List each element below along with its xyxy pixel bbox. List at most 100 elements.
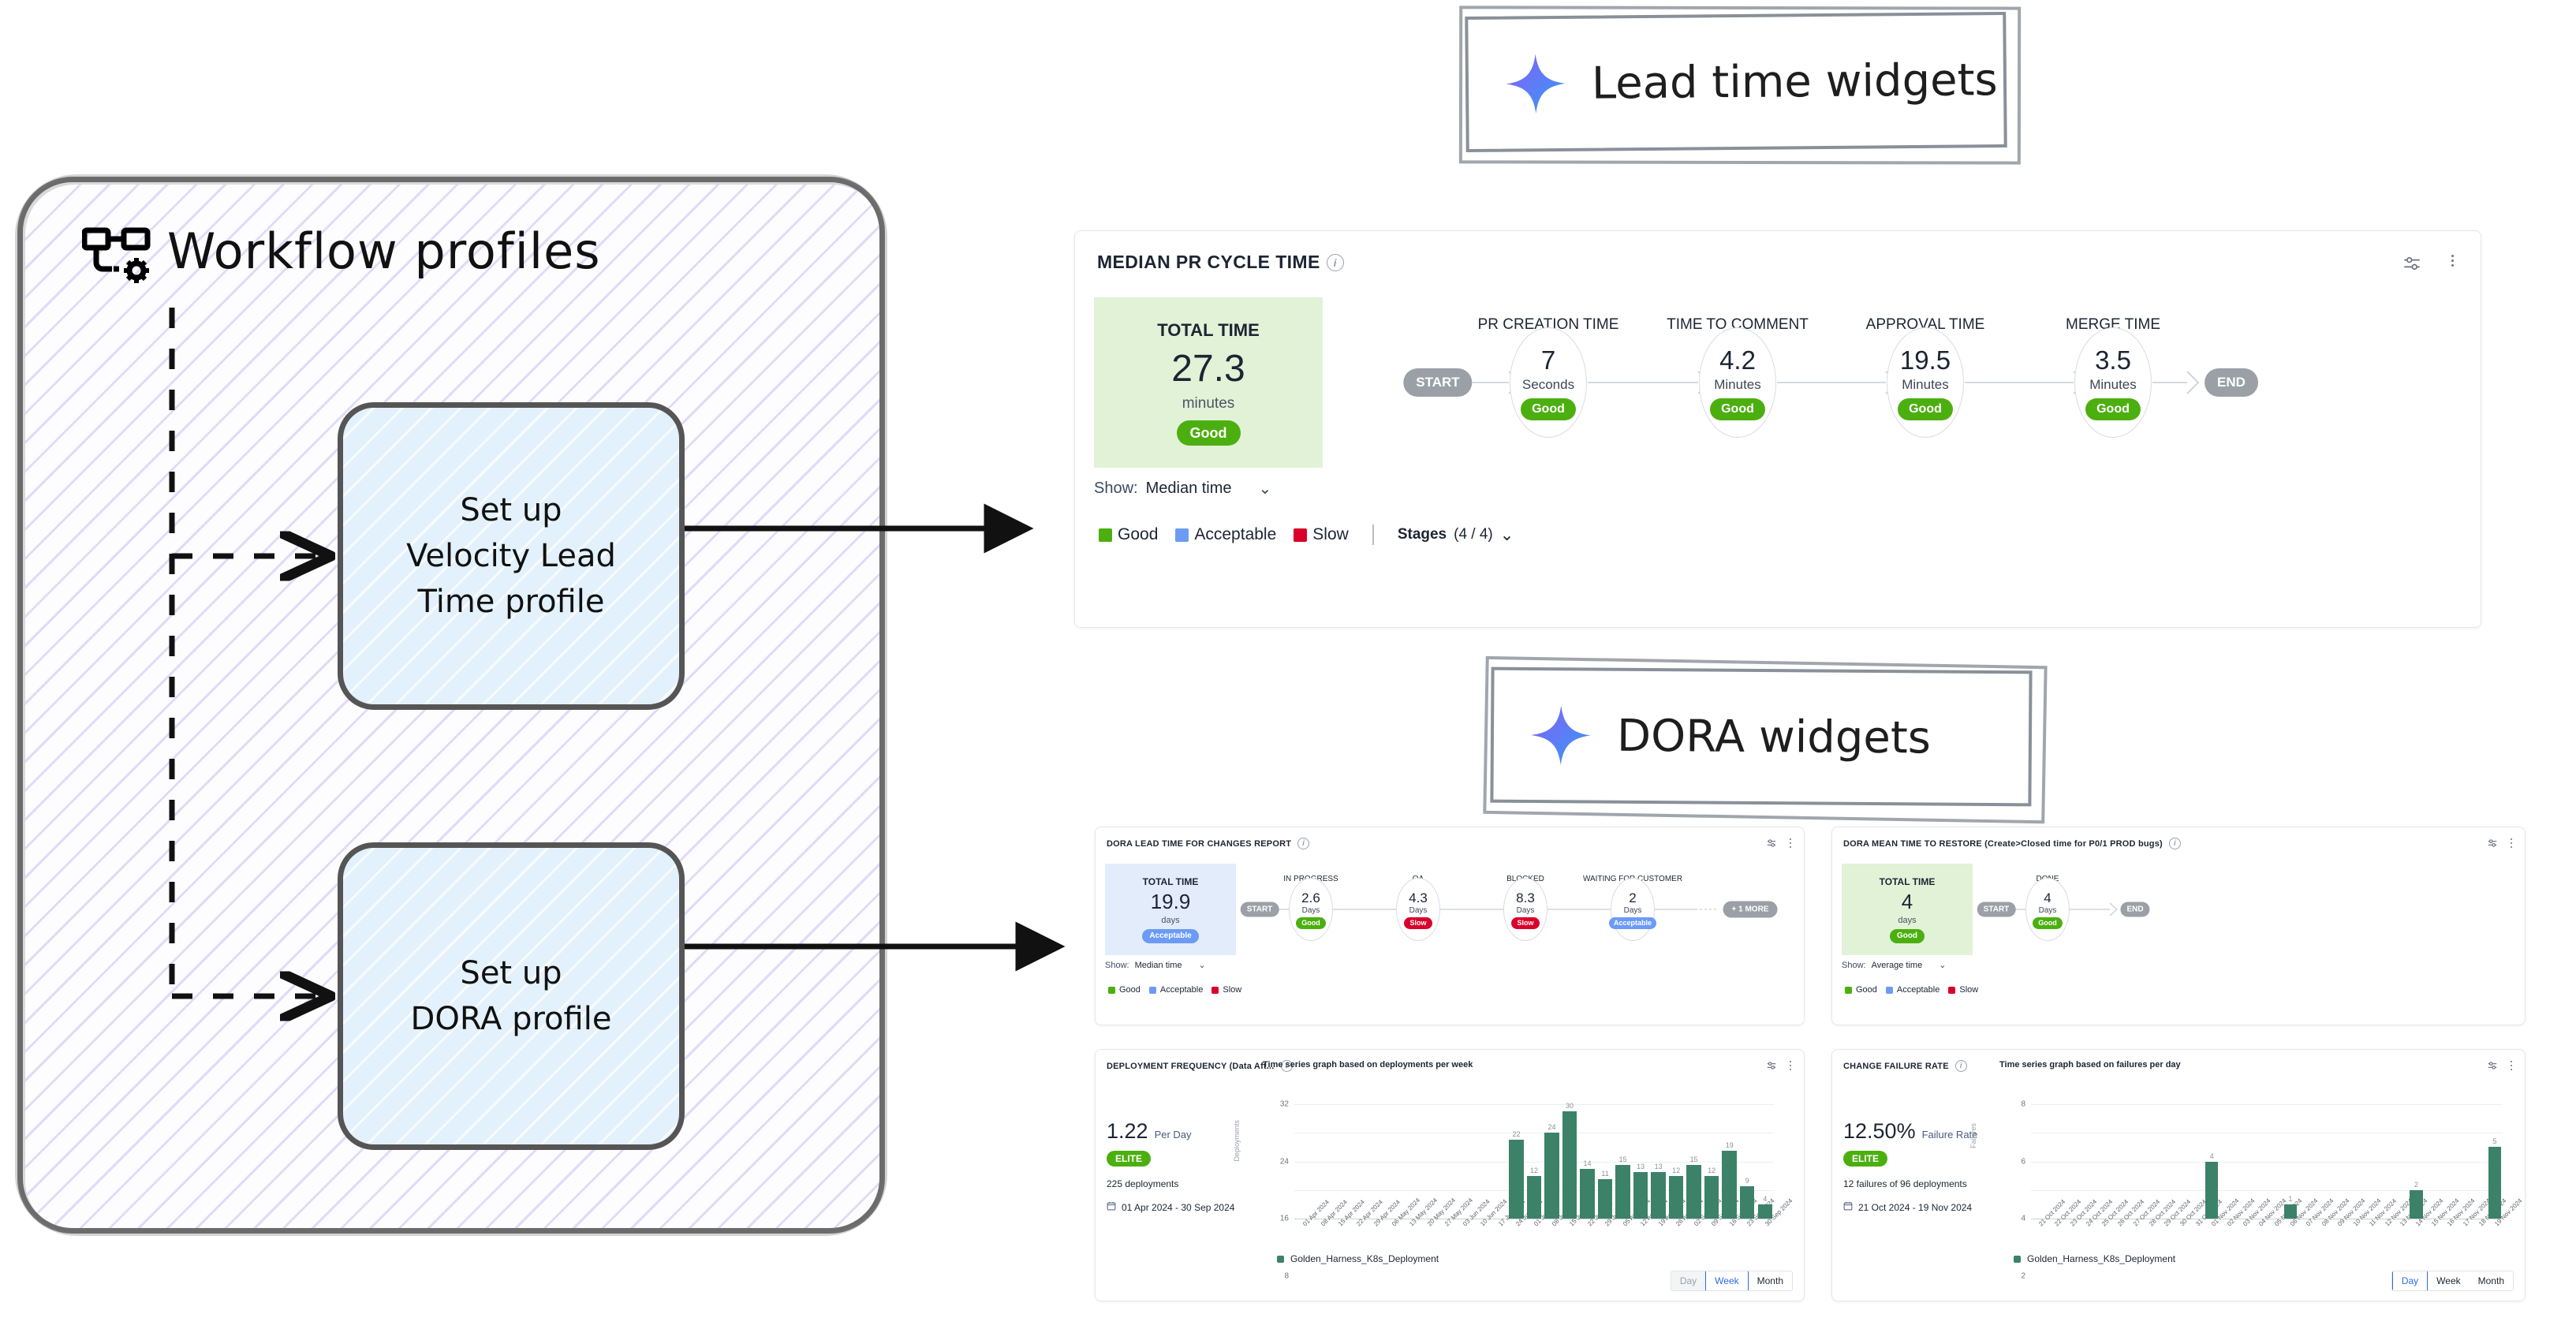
grid-line: 4 xyxy=(2021,1161,2503,1223)
bar[interactable] xyxy=(2283,1204,2298,1219)
kebab-menu-icon[interactable] xyxy=(2451,255,2454,267)
status-badge: Good xyxy=(1176,420,1241,446)
stage-node[interactable]: 4.2 Minutes Good xyxy=(1699,327,1776,438)
node-label: Set up Velocity Lead Time profile xyxy=(406,492,616,620)
sliders-icon[interactable] xyxy=(2402,253,2422,278)
y-axis-label: Failures xyxy=(1969,1123,1977,1149)
bar[interactable] xyxy=(1739,1186,1755,1219)
stage-status-badge: Good xyxy=(1296,916,1326,929)
bar[interactable] xyxy=(1668,1175,1684,1219)
range-option-day[interactable]: Day xyxy=(2391,1271,2429,1290)
sliders-icon[interactable] xyxy=(2487,838,2498,853)
end-badge: END xyxy=(2205,368,2258,397)
widget-subtitle: Time series graph based on failures per … xyxy=(1999,1060,2181,1070)
bar[interactable] xyxy=(2488,1147,2502,1219)
stages-toggle-label: Stages xyxy=(1397,526,1447,543)
date-range-text: 21 Oct 2024 - 19 Nov 2024 xyxy=(1858,1201,1973,1213)
stage-node[interactable]: 3.5 Minutes Good xyxy=(2074,327,2152,438)
total-time-label: TOTAL TIME xyxy=(1157,319,1260,340)
stage-node[interactable]: 7 Seconds Good xyxy=(1510,327,1587,438)
bar[interactable] xyxy=(1633,1172,1648,1219)
more-badge[interactable]: + 1 MORE xyxy=(1723,901,1778,918)
stage-node[interactable]: 8.3 Days Slow xyxy=(1503,878,1547,941)
bar[interactable] xyxy=(1722,1150,1737,1219)
show-dropdown[interactable]: Show: Median time ⌄ xyxy=(1094,479,1271,498)
info-icon[interactable]: i xyxy=(1954,1060,1967,1072)
stage-value: 4.2 xyxy=(1719,345,1756,375)
total-time-unit: minutes xyxy=(1182,394,1235,412)
bar-value-label: 14 xyxy=(1583,1159,1592,1167)
bar[interactable] xyxy=(2410,1189,2423,1219)
dlt-flow-rail xyxy=(1275,902,1719,916)
status-badge: Good xyxy=(1889,928,1925,943)
page-title: Workflow profiles xyxy=(167,222,601,280)
bar[interactable] xyxy=(1562,1111,1577,1219)
info-icon[interactable]: i xyxy=(2168,838,2181,849)
show-value: Median time xyxy=(1134,960,1182,970)
y-axis-tick: 6 xyxy=(2021,1157,2025,1166)
range-option-week[interactable]: Week xyxy=(1705,1271,1749,1290)
show-dropdown[interactable]: Show: Median time ⌄ xyxy=(1105,960,1206,971)
bar[interactable] xyxy=(1757,1204,1772,1219)
legend-item-slow: Slow xyxy=(1211,985,1241,995)
widget-subtitle: Time series graph based on deployments p… xyxy=(1263,1060,1473,1070)
node-setup-dora-profile[interactable]: Set up DORA profile xyxy=(338,842,685,1150)
kebab-menu-icon[interactable] xyxy=(2511,838,2512,848)
sliders-icon[interactable] xyxy=(1766,838,1777,853)
y-axis-tick: 8 xyxy=(2021,1099,2025,1109)
range-option-week[interactable]: Week xyxy=(2428,1271,2470,1290)
bar-value-label: 12 xyxy=(1529,1166,1539,1174)
stages-toggle[interactable]: Stages (4 / 4) ⌄ xyxy=(1398,525,1514,545)
info-icon[interactable]: i xyxy=(1297,838,1310,849)
total-time-value: 4 xyxy=(1901,889,1913,913)
stage-node[interactable]: 4.3 Days Slow xyxy=(1396,878,1440,941)
stage-node[interactable]: 2.6 Days Good xyxy=(1289,878,1333,941)
show-dropdown[interactable]: Show: Average time ⌄ xyxy=(1842,960,1947,971)
kebab-menu-icon[interactable] xyxy=(2511,1061,2512,1070)
stage-unit: Days xyxy=(1409,905,1428,915)
legend-label: Acceptable xyxy=(1194,525,1277,543)
bar[interactable] xyxy=(1580,1168,1595,1219)
chevron-down-icon: ⌄ xyxy=(1939,961,1947,970)
info-icon[interactable]: i xyxy=(1326,253,1344,271)
legend-swatch xyxy=(1948,986,1956,994)
bar[interactable] xyxy=(2205,1161,2219,1219)
range-toggle[interactable]: Day Week Month xyxy=(2391,1271,2514,1291)
legend-label: Slow xyxy=(1959,985,1979,995)
bar-value-label: 22 xyxy=(1512,1130,1521,1139)
sliders-icon[interactable] xyxy=(1766,1060,1777,1075)
banner-lead-time-widgets: Lead time widgets xyxy=(1465,12,2007,152)
legend-swatch xyxy=(1148,986,1156,994)
sliders-icon[interactable] xyxy=(2487,1060,2498,1075)
range-option-month[interactable]: Month xyxy=(2469,1271,2513,1290)
legend-label: Good xyxy=(1118,525,1159,543)
legend-label: Golden_Harness_K8s_Deployment xyxy=(1290,1253,1439,1264)
calendar-icon xyxy=(1843,1201,1853,1213)
kebab-menu-icon[interactable] xyxy=(1790,838,1791,848)
bar[interactable] xyxy=(1526,1175,1542,1219)
bar[interactable] xyxy=(1597,1179,1613,1219)
bar[interactable] xyxy=(1651,1172,1666,1219)
total-time-block: TOTAL TIME 27.3 minutes Good xyxy=(1094,297,1323,468)
stage-node[interactable]: 4 Days Good xyxy=(2025,878,2070,941)
info-icon[interactable]: i xyxy=(1280,1060,1293,1072)
bar[interactable] xyxy=(1704,1175,1719,1219)
bar[interactable] xyxy=(1686,1165,1701,1219)
stage-node[interactable]: 2 Days Acceptable xyxy=(1608,878,1657,941)
stage-label: APPROVAL TIME xyxy=(1865,316,1985,333)
bar[interactable] xyxy=(1615,1165,1630,1219)
stage-node[interactable]: 19.5 Minutes Good xyxy=(1887,327,1964,438)
range-option-day[interactable]: Day xyxy=(1671,1271,1706,1290)
range-toggle[interactable]: Day Week Month xyxy=(1670,1271,1793,1291)
chevron-down-icon: ⌄ xyxy=(1258,480,1272,498)
range-option-month[interactable]: Month xyxy=(1748,1271,1792,1290)
y-axis-tick: 2 xyxy=(2021,1271,2025,1280)
legend-swatch xyxy=(1845,986,1852,994)
kebab-menu-icon[interactable] xyxy=(1790,1061,1791,1070)
bar[interactable] xyxy=(1544,1133,1559,1219)
node-setup-velocity-lead-time-profile[interactable]: Set up Velocity Lead Time profile xyxy=(338,402,685,710)
bar[interactable] xyxy=(1509,1140,1524,1219)
dora-mean-time-to-restore-widget: DORA MEAN TIME TO RESTORE (Create>Closed… xyxy=(1831,827,2526,1025)
bar-value-label: 13 xyxy=(1637,1163,1645,1171)
